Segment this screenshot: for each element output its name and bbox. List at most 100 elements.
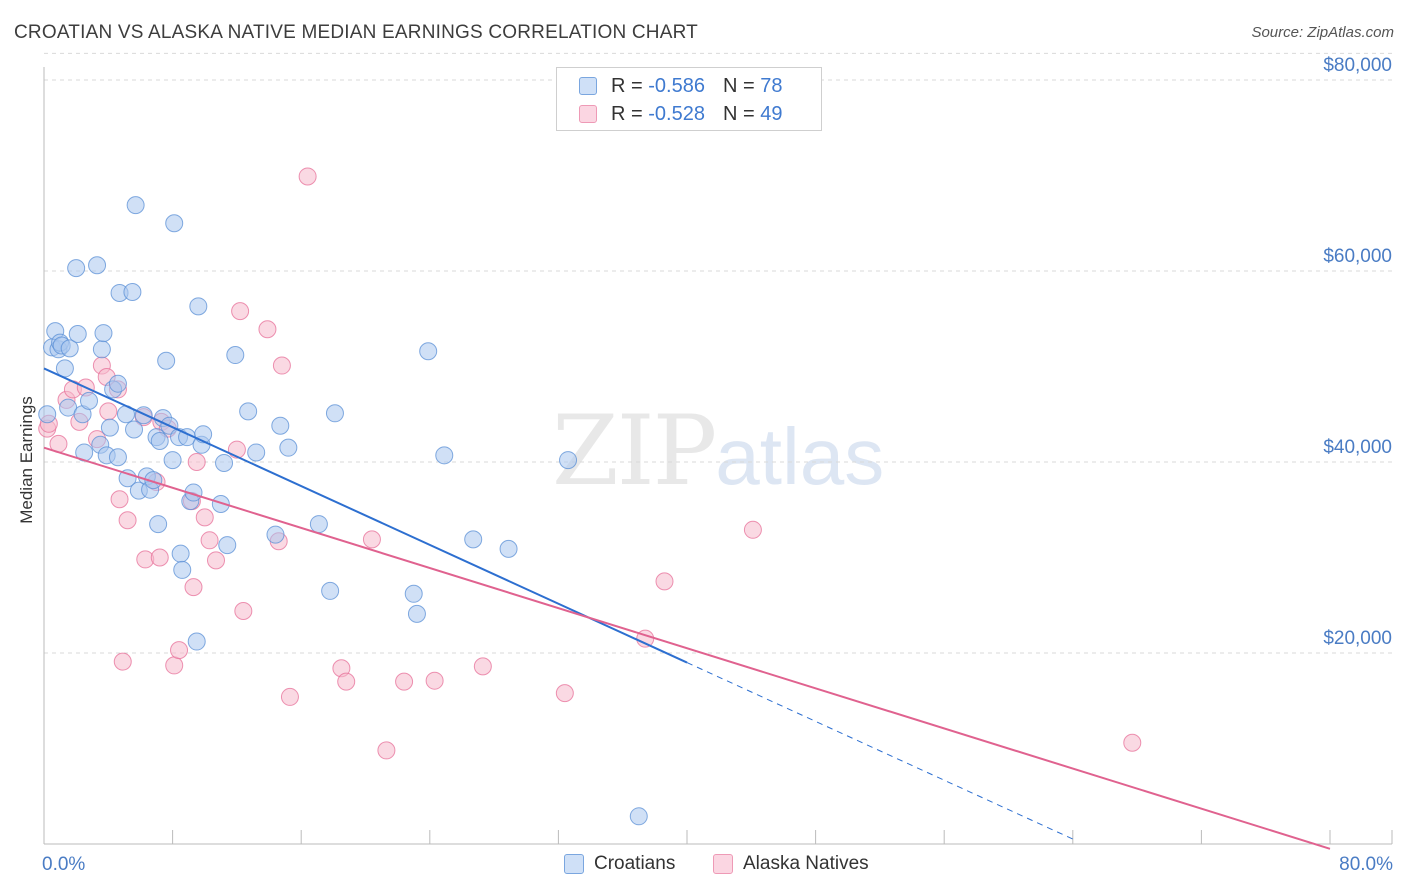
- y-tick-label: $40,000: [1323, 437, 1392, 458]
- point-alaska-natives: [743, 520, 762, 539]
- point-croatians: [419, 342, 438, 361]
- point-alaska-natives: [170, 641, 189, 660]
- point-croatians: [629, 807, 648, 826]
- point-croatians: [189, 297, 208, 316]
- point-alaska-natives: [99, 402, 118, 421]
- trend-line-croatians-extension: [686, 662, 1074, 840]
- point-alaska-natives: [150, 548, 169, 567]
- trend-line-alaska-natives: [43, 446, 1331, 850]
- point-croatians: [126, 196, 145, 215]
- x-tick-label: 80.0%: [1339, 854, 1393, 875]
- point-croatians: [247, 443, 266, 462]
- point-croatians: [92, 340, 111, 359]
- point-alaska-natives: [118, 511, 137, 530]
- point-alaska-natives: [110, 490, 129, 509]
- point-croatians: [266, 525, 285, 544]
- axes: [43, 67, 1393, 845]
- grid-lines: [44, 52, 1392, 654]
- legend-swatch-alaska-natives: [579, 105, 597, 123]
- point-croatians: [404, 584, 423, 603]
- legend-row-croatians: R = -0.586 N = 78: [579, 74, 782, 98]
- source-credit: Source: ZipAtlas.com: [1251, 24, 1394, 41]
- point-alaska-natives: [377, 741, 396, 760]
- point-croatians: [187, 632, 206, 651]
- point-croatians: [100, 418, 119, 437]
- point-alaska-natives: [200, 531, 219, 550]
- point-croatians: [499, 539, 518, 558]
- point-croatians: [88, 256, 107, 275]
- point-alaska-natives: [234, 601, 253, 620]
- point-croatians: [149, 515, 168, 534]
- watermark-zip: ZIP: [552, 395, 717, 507]
- bottom-legend-croatians: Croatians: [564, 851, 675, 877]
- point-croatians: [173, 560, 192, 579]
- point-croatians: [215, 453, 234, 472]
- y-tick-label: $60,000: [1323, 246, 1392, 267]
- point-croatians: [559, 451, 578, 470]
- x-tick-label: 0.0%: [42, 854, 85, 875]
- point-alaska-natives: [272, 356, 291, 375]
- point-croatians: [108, 448, 127, 467]
- watermark: ZIPatlas: [552, 395, 884, 507]
- point-alaska-natives: [195, 508, 214, 527]
- point-croatians: [94, 324, 113, 343]
- point-croatians: [163, 451, 182, 470]
- chart-title: CROATIAN VS ALASKA NATIVE MEDIAN EARNING…: [14, 22, 698, 43]
- correlation-legend: R = -0.586 N = 78 R = -0.528 N = 49: [556, 67, 822, 131]
- legend-n-value: 49: [760, 102, 783, 125]
- point-alaska-natives: [113, 652, 132, 671]
- data-points: [38, 167, 1142, 826]
- bottom-legend-alaska-natives: Alaska Natives: [713, 851, 869, 877]
- point-croatians: [309, 515, 328, 534]
- point-croatians: [407, 604, 426, 623]
- legend-n-label: N =: [722, 102, 755, 125]
- watermark-atlas: atlas: [715, 412, 885, 501]
- bottom-legend-label-alaska-natives: Alaska Natives: [743, 853, 869, 874]
- point-croatians: [60, 339, 79, 358]
- legend-r-value: -0.528: [648, 102, 705, 125]
- point-croatians: [38, 405, 57, 424]
- point-alaska-natives: [425, 671, 444, 690]
- point-alaska-natives: [207, 551, 226, 570]
- point-croatians: [435, 446, 454, 465]
- point-alaska-natives: [362, 530, 381, 549]
- point-croatians: [150, 431, 169, 450]
- bottom-legend-swatch-alaska-natives: [713, 854, 733, 874]
- point-alaska-natives: [184, 578, 203, 597]
- legend-row-alaska-natives: R = -0.528 N = 49: [579, 102, 782, 126]
- point-alaska-natives: [258, 320, 277, 339]
- point-croatians: [157, 351, 176, 370]
- legend-r-label: R =: [611, 102, 643, 125]
- point-croatians: [68, 325, 87, 344]
- point-alaska-natives: [555, 684, 574, 703]
- y-tick-label: $20,000: [1323, 628, 1392, 649]
- point-alaska-natives: [187, 453, 206, 471]
- point-croatians: [125, 420, 144, 439]
- bottom-legend-label-croatians: Croatians: [594, 853, 676, 874]
- point-croatians: [271, 416, 290, 435]
- point-alaska-natives: [280, 687, 299, 706]
- point-alaska-natives: [231, 302, 250, 321]
- point-alaska-natives: [473, 657, 492, 676]
- point-croatians: [67, 259, 86, 278]
- point-alaska-natives: [337, 672, 356, 691]
- point-croatians: [211, 495, 230, 514]
- legend-swatch-croatians: [579, 77, 597, 95]
- legend-r-label: R =: [611, 74, 643, 97]
- point-alaska-natives: [655, 572, 674, 591]
- point-croatians: [325, 404, 344, 423]
- point-croatians: [279, 438, 298, 457]
- legend-n-value: 78: [760, 74, 783, 97]
- trend-lines: [43, 367, 1331, 850]
- point-croatians: [464, 530, 483, 549]
- legend-r-value: -0.586: [648, 74, 705, 97]
- bottom-legend-swatch-croatians: [564, 854, 584, 874]
- axis-labels: $20,000 $40,000 $60,000 $80,000 0.0% 80.0% Med…: [17, 55, 1393, 875]
- point-alaska-natives: [227, 440, 246, 459]
- point-croatians: [239, 402, 258, 421]
- point-croatians: [321, 581, 340, 600]
- y-tick-label: $80,000: [1323, 55, 1392, 76]
- point-croatians: [123, 283, 142, 302]
- point-croatians: [226, 346, 245, 365]
